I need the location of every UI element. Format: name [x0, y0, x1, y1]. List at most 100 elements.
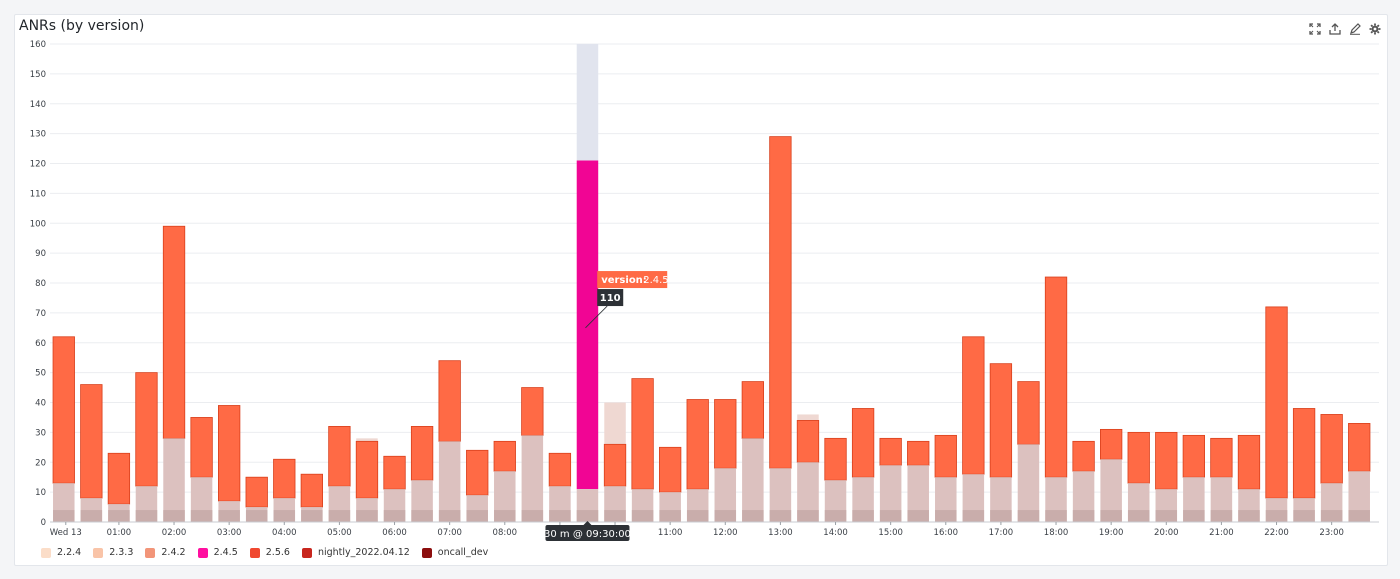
legend-swatch: [421, 547, 432, 558]
bar-segment-2-5-6[interactable]: [962, 336, 985, 475]
legend-item[interactable]: 2.4.2: [145, 547, 186, 558]
bar-segment-base[interactable]: [1348, 471, 1370, 522]
bar-chart[interactable]: 0 10 20 30 40 50 60 70 80 90 100 110 120 130 140 150 160…: [15, 15, 1387, 545]
bar-segment-base[interactable]: [1100, 459, 1122, 522]
bar-segment-2-4-5[interactable]: [576, 160, 599, 490]
export-icon[interactable]: [1329, 20, 1341, 35]
y-tick-label: 160: [30, 40, 46, 50]
bar-segment-base[interactable]: [163, 438, 185, 522]
edit-icon[interactable]: [1349, 20, 1361, 35]
bar-segment-2-5-6[interactable]: [1182, 434, 1205, 478]
bar-segment-base-bottom: [879, 510, 902, 522]
bar-segment-2-5-6[interactable]: [300, 473, 323, 508]
bar-segment-base-bottom: [1293, 510, 1315, 522]
x-tick-label: 23:00: [1319, 528, 1344, 538]
bar-segment-base[interactable]: [879, 465, 902, 522]
bar-segment-2-5-6[interactable]: [989, 363, 1013, 478]
bar-segment-2-5-6[interactable]: [107, 452, 131, 505]
bar-segment-2-5-6[interactable]: [1127, 431, 1150, 484]
bar-segment-2-5-6[interactable]: [1100, 428, 1123, 460]
x-tick-label: 07:00: [437, 528, 462, 538]
bar-segment-2-5-6[interactable]: [686, 399, 709, 490]
bar-segment-2-5-6[interactable]: [603, 443, 627, 487]
bar-segment-2-5-6[interactable]: [355, 440, 379, 499]
x-tick-label: 17:00: [989, 528, 1014, 538]
bar-segment-base-bottom: [1017, 510, 1040, 522]
bar-segment-base-bottom: [1238, 510, 1260, 522]
bar-segment-2-5-6[interactable]: [273, 458, 296, 499]
bar-segment-base-bottom: [962, 510, 985, 522]
expand-icon[interactable]: [1309, 20, 1321, 35]
bar-segment-2-5-6[interactable]: [80, 384, 103, 499]
bar-segment-2-5-6[interactable]: [1292, 408, 1316, 499]
bar-segment-base-bottom: [108, 510, 130, 522]
bar-segment-2-5-6[interactable]: [934, 434, 957, 478]
bar-segment-2-5-6[interactable]: [52, 336, 75, 484]
legend-item[interactable]: oncall_dev: [421, 547, 488, 558]
bar-segment-2-5-6[interactable]: [631, 378, 654, 490]
bar-segment-2-5-6[interactable]: [741, 381, 764, 439]
bar-segment-2-5-6[interactable]: [383, 455, 406, 490]
legend-item[interactable]: 2.3.3: [93, 547, 133, 558]
bar-segment-base[interactable]: [769, 468, 792, 522]
bar-segment-base-bottom: [686, 510, 709, 522]
bar-segment-2-5-6[interactable]: [135, 372, 158, 487]
bar-segment-2-5-6[interactable]: [1320, 414, 1343, 484]
x-tick-label: 08:00: [493, 528, 518, 538]
bar-segment-base-bottom: [549, 510, 571, 522]
legend-item[interactable]: 2.5.6: [249, 547, 290, 558]
tooltip-version-key: version:: [601, 275, 647, 286]
time-pill-arrow: [583, 521, 592, 525]
bar-segment-2-5-6[interactable]: [879, 437, 902, 466]
x-tick-label: 16:00: [934, 528, 959, 538]
bar-segment-2-5-6[interactable]: [659, 446, 682, 493]
bar-segment-2-5-6[interactable]: [1017, 381, 1040, 445]
bar-segment-base[interactable]: [438, 441, 461, 522]
bar-segment-2-5-6[interactable]: [1265, 306, 1288, 499]
legend-swatch: [145, 547, 156, 558]
bar-segment-base[interactable]: [907, 465, 929, 522]
bar-segment-2-5-6[interactable]: [493, 440, 516, 472]
bar-segment-2-5-6[interactable]: [218, 405, 241, 502]
bar-segment-2-5-6[interactable]: [1210, 437, 1233, 478]
bar-segment-2-5-6[interactable]: [245, 476, 268, 508]
bar-segment-base[interactable]: [1072, 471, 1095, 522]
bar-segment-2-5-6[interactable]: [907, 440, 930, 466]
bar-segment-2-5-6[interactable]: [521, 387, 544, 436]
bar-segment-base[interactable]: [521, 435, 544, 522]
bar-segment-2-5-6[interactable]: [548, 452, 572, 487]
bar-segment-base[interactable]: [714, 468, 737, 522]
bar-segment-2-5-6[interactable]: [769, 136, 792, 469]
bar-segment-base[interactable]: [494, 471, 516, 522]
bar-segment-2-5-6[interactable]: [1155, 431, 1178, 490]
legend-label: 2.2.4: [57, 547, 82, 558]
bar-segment-base[interactable]: [742, 438, 764, 522]
legend-item[interactable]: 2.2.4: [41, 547, 81, 558]
bar-segment-base[interactable]: [1017, 444, 1040, 522]
bar-segment-base-bottom: [383, 510, 406, 522]
bar-segment-base[interactable]: [797, 462, 819, 522]
legend-item[interactable]: 2.4.5: [197, 547, 238, 558]
bar-segment-2-5-6[interactable]: [328, 425, 351, 487]
bar-segment-2-5-6[interactable]: [438, 360, 461, 442]
gear-icon[interactable]: [1369, 20, 1381, 35]
bar-segment-2-5-6[interactable]: [466, 449, 489, 496]
x-tick-label: 20:00: [1154, 528, 1179, 538]
bar-segment-2-5-6[interactable]: [162, 225, 186, 439]
bar-segment-2-5-6[interactable]: [824, 437, 847, 481]
bar-segment-2-5-6[interactable]: [1348, 423, 1371, 472]
bar-segment-2-5-6[interactable]: [1044, 276, 1068, 478]
chart-title: ANRs (by version): [19, 18, 145, 34]
bar-segment-2-5-6[interactable]: [410, 425, 434, 481]
bar-segment-2-5-6[interactable]: [714, 399, 737, 469]
legend-item[interactable]: nightly_2022.04.12: [301, 547, 410, 558]
bar-segment-2-5-6[interactable]: [1237, 434, 1261, 490]
highlight-cap: [576, 44, 599, 161]
bar-segment-base-bottom: [80, 510, 103, 522]
bar-segment-2-5-6[interactable]: [796, 420, 820, 463]
bar-segment-2-5-6[interactable]: [851, 408, 875, 478]
bar-segment-base-bottom: [1320, 510, 1343, 522]
bar-segment-2-5-6[interactable]: [1072, 440, 1095, 472]
bar-segment-base-bottom: [356, 510, 378, 522]
bar-segment-2-5-6[interactable]: [190, 417, 213, 478]
